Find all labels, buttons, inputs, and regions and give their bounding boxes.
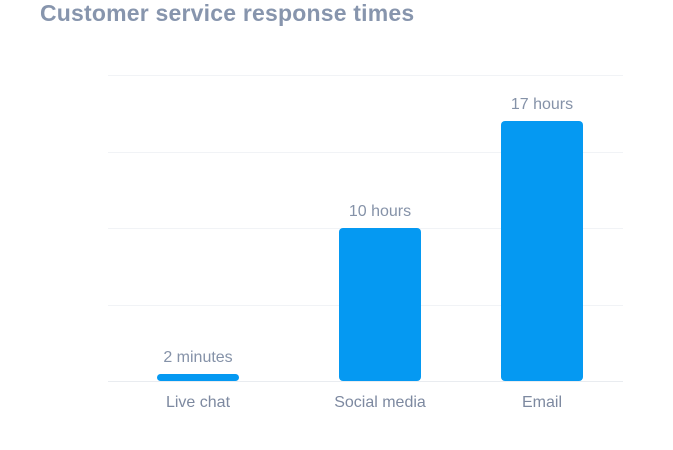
gridline [108,151,623,153]
category-label-email: Email [521,394,562,411]
bar-social-media [339,228,421,381]
x-axis-baseline [108,381,623,382]
value-label: 10 hours [348,203,412,220]
plot-area: 2 minutes 10 hours 17 hours [108,75,623,382]
bar-column-social-media: 10 hours [310,75,450,381]
value-label: 17 hours [510,96,574,113]
bar-live-chat [157,374,239,381]
category-label-social-media: Social media [334,394,426,411]
chart-title: Customer service response times [40,0,415,26]
category-label-live-chat: Live chat [165,394,231,411]
gridline [108,75,623,76]
bar-email [501,121,583,381]
value-label: 2 minutes [163,349,233,366]
bar-column-email: 17 hours [472,75,612,381]
bar-column-live-chat: 2 minutes [128,75,268,381]
